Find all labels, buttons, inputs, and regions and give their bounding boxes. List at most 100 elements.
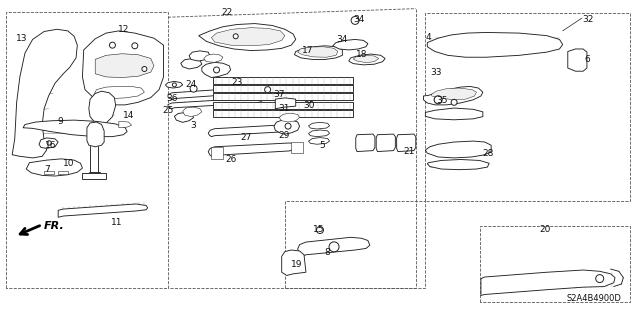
Text: 29: 29 xyxy=(278,131,289,140)
Circle shape xyxy=(285,123,291,129)
Text: S2A4B4900D: S2A4B4900D xyxy=(566,294,621,303)
Polygon shape xyxy=(119,122,132,128)
Polygon shape xyxy=(211,28,285,46)
Polygon shape xyxy=(432,88,476,100)
Polygon shape xyxy=(23,120,127,137)
Polygon shape xyxy=(349,54,385,65)
Polygon shape xyxy=(308,122,330,129)
Circle shape xyxy=(317,226,323,234)
Polygon shape xyxy=(428,160,489,170)
Polygon shape xyxy=(180,58,202,69)
Polygon shape xyxy=(333,40,368,50)
Polygon shape xyxy=(376,134,396,152)
Text: 13: 13 xyxy=(16,34,28,43)
Polygon shape xyxy=(89,91,116,125)
Text: 15: 15 xyxy=(313,225,324,234)
Text: 33: 33 xyxy=(431,68,442,77)
Polygon shape xyxy=(285,201,426,288)
Circle shape xyxy=(142,66,147,71)
Text: 37: 37 xyxy=(273,90,285,99)
Polygon shape xyxy=(168,87,261,100)
Polygon shape xyxy=(12,29,77,158)
Polygon shape xyxy=(353,55,379,63)
Text: 31: 31 xyxy=(278,104,289,113)
Polygon shape xyxy=(58,204,148,217)
Text: 26: 26 xyxy=(225,155,237,164)
Polygon shape xyxy=(279,113,300,122)
Polygon shape xyxy=(44,171,54,174)
Polygon shape xyxy=(426,108,483,120)
Polygon shape xyxy=(58,171,68,174)
Polygon shape xyxy=(212,85,353,92)
Text: 14: 14 xyxy=(123,111,134,120)
Polygon shape xyxy=(298,47,338,57)
Circle shape xyxy=(47,141,51,145)
Text: 28: 28 xyxy=(483,149,493,158)
Text: 25: 25 xyxy=(163,106,173,115)
Polygon shape xyxy=(87,122,104,147)
Text: 18: 18 xyxy=(356,49,367,59)
Polygon shape xyxy=(168,98,261,109)
Polygon shape xyxy=(212,110,353,117)
Text: 30: 30 xyxy=(303,101,315,110)
Text: 11: 11 xyxy=(111,218,122,226)
Polygon shape xyxy=(426,13,630,201)
Polygon shape xyxy=(274,120,300,134)
Text: 17: 17 xyxy=(301,46,313,56)
Polygon shape xyxy=(83,31,164,105)
Polygon shape xyxy=(275,98,296,109)
Polygon shape xyxy=(479,226,630,302)
Text: 12: 12 xyxy=(118,26,129,34)
Polygon shape xyxy=(424,86,483,105)
Polygon shape xyxy=(397,134,416,152)
Circle shape xyxy=(451,99,457,105)
Polygon shape xyxy=(212,93,353,100)
Text: 7: 7 xyxy=(44,165,49,174)
Polygon shape xyxy=(208,124,294,137)
Text: 32: 32 xyxy=(582,15,593,24)
Polygon shape xyxy=(198,24,296,50)
Polygon shape xyxy=(83,173,106,179)
Text: 4: 4 xyxy=(426,33,431,42)
Text: 6: 6 xyxy=(584,55,590,64)
Polygon shape xyxy=(95,54,154,78)
Text: 22: 22 xyxy=(222,8,233,17)
Text: 36: 36 xyxy=(167,94,178,103)
Text: FR.: FR. xyxy=(44,221,65,231)
Circle shape xyxy=(351,16,359,24)
Polygon shape xyxy=(426,141,491,158)
Polygon shape xyxy=(182,107,202,117)
Text: 34: 34 xyxy=(353,15,365,24)
Circle shape xyxy=(190,85,197,92)
Polygon shape xyxy=(308,130,330,137)
Polygon shape xyxy=(174,113,193,122)
Polygon shape xyxy=(282,250,306,275)
Text: 35: 35 xyxy=(436,96,448,105)
Polygon shape xyxy=(204,54,223,62)
Text: 34: 34 xyxy=(336,35,348,44)
Text: 19: 19 xyxy=(291,260,303,270)
Polygon shape xyxy=(211,147,223,159)
Circle shape xyxy=(329,242,339,252)
Polygon shape xyxy=(428,33,563,57)
Text: 3: 3 xyxy=(191,121,196,130)
Polygon shape xyxy=(568,49,587,71)
Circle shape xyxy=(434,96,442,104)
Circle shape xyxy=(132,43,138,49)
Polygon shape xyxy=(356,134,375,152)
Polygon shape xyxy=(291,142,303,153)
Polygon shape xyxy=(26,159,83,176)
Circle shape xyxy=(233,34,238,39)
Polygon shape xyxy=(294,46,342,59)
Text: 23: 23 xyxy=(231,78,243,87)
Circle shape xyxy=(109,42,115,48)
Polygon shape xyxy=(291,88,312,100)
Polygon shape xyxy=(308,137,330,144)
Polygon shape xyxy=(298,237,370,256)
Polygon shape xyxy=(93,86,145,99)
Polygon shape xyxy=(208,143,296,156)
Text: 20: 20 xyxy=(539,225,550,234)
Text: 24: 24 xyxy=(186,80,196,89)
Polygon shape xyxy=(166,81,182,88)
Polygon shape xyxy=(212,77,353,84)
